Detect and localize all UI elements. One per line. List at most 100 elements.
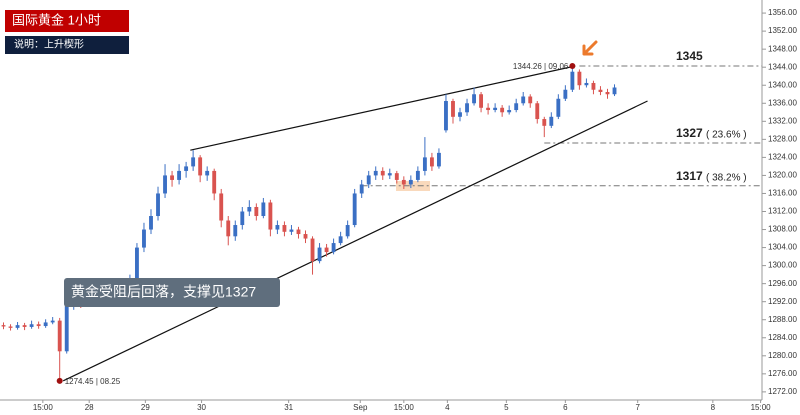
candle-body [500,107,505,113]
candle-body [135,247,139,280]
candle-body [479,94,484,108]
candle-body [282,225,287,232]
level-note: ( 38.2% ) [706,172,747,183]
x-tick-label: 30 [197,403,206,412]
candle-body [366,175,371,185]
candle-body [570,71,575,90]
candle-body [352,193,357,226]
x-tick-label: 15:00 [33,403,54,412]
candle-body [465,103,469,113]
candle-body [535,103,540,120]
candle-body [15,325,20,328]
y-tick-label: 1292.00 [768,297,797,306]
point-label: 1274.45 | 08.25 [65,377,121,386]
candle-body [57,320,62,352]
candle-body [50,320,55,323]
point-marker [569,63,576,70]
y-tick-label: 1344.00 [768,62,797,71]
candle-body [563,89,568,99]
candle-body [254,206,259,217]
candle-body [289,229,294,232]
candle-body [29,324,34,327]
candle-body [324,247,329,253]
candle-body [317,247,322,262]
title-box [5,10,129,32]
candle-body [36,324,41,327]
candle-body [394,173,399,180]
y-tick-label: 1272.00 [768,387,797,396]
level-label: 1317 [676,169,703,183]
x-tick-label: 8 [711,403,716,412]
candle-body [64,306,69,352]
point-marker [56,377,63,384]
candle-body [240,211,245,226]
candle-body [514,103,519,111]
candle-body [507,110,512,113]
candle-body [331,243,336,253]
candle-body [486,107,491,111]
subtitle: 说明：上升楔形 [14,38,84,51]
y-tick-label: 1320.00 [768,171,797,180]
candle-body [205,170,210,176]
candle-body [303,234,308,239]
candle-body [437,152,441,167]
x-tick-label: 4 [445,403,450,412]
candle-body [521,96,526,104]
candle-body [429,157,434,167]
candle-body [612,87,617,95]
candle-body [401,179,406,185]
y-tick-label: 1336.00 [768,98,797,107]
candle-body [142,229,146,248]
candle-body [170,175,174,180]
y-tick-label: 1312.00 [768,207,797,216]
candle-body [226,220,231,237]
x-tick-label: 31 [284,403,293,412]
candle-body [577,71,582,86]
x-tick-label: 15:00 [751,403,772,412]
x-tick-label: Sep [353,403,368,412]
candle-body [198,157,203,176]
candle-body [8,326,13,328]
y-tick-label: 1304.00 [768,243,797,252]
y-tick-label: 1288.00 [768,315,797,324]
y-tick-label: 1276.00 [768,369,797,378]
candle-body [451,101,455,117]
candle-body [444,101,448,131]
candle-body [338,236,343,244]
candle-body [212,170,217,194]
annotation: 黄金受阻后回落，支撑见1327 [71,284,256,300]
candle-body [345,225,350,237]
x-tick-label: 7 [635,403,640,412]
point-label: 1344.26 | 09.06 [513,62,569,71]
candle-body [556,98,561,117]
y-tick-label: 1332.00 [768,116,797,125]
candle-body [472,94,476,104]
candle-body [408,179,413,185]
level-label: 1345 [676,49,703,63]
x-tick-label: 5 [504,403,509,412]
candle-body [387,173,392,176]
candle-body [598,89,603,92]
candle-body [233,225,238,237]
y-tick-label: 1300.00 [768,261,797,270]
x-tick-label: 28 [85,403,94,412]
candle-body [415,170,420,180]
y-tick-label: 1340.00 [768,80,797,89]
candle-body [296,229,301,235]
candle-body [156,193,160,217]
candle-body [310,238,315,262]
candle-body [359,184,364,194]
candle-body [584,82,589,86]
candle-body [380,170,385,176]
candle-body [177,170,182,180]
y-tick-label: 1352.00 [768,26,797,35]
y-tick-label: 1328.00 [768,134,797,143]
candle-body [493,107,498,111]
y-tick-label: 1308.00 [768,225,797,234]
candle-body [542,119,547,126]
level-note: ( 23.6% ) [706,130,747,141]
x-tick-label: 15:00 [394,403,415,412]
plot: 1272.00 1276.00 1280.00 1284.00 1288.00 1292.… [1,8,797,412]
